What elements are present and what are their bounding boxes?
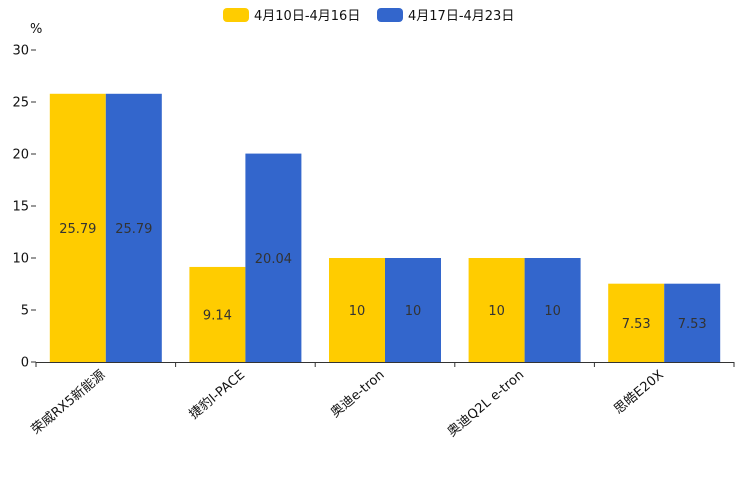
data-label: 10 [488, 304, 505, 319]
data-label: 25.79 [59, 222, 96, 237]
x-tick-label: 奥迪e-tron [328, 368, 387, 421]
y-tick-label: 5 [21, 304, 29, 319]
legend-swatch-2 [377, 8, 403, 22]
y-axis: 0 5 10 15 20 25 30 [12, 44, 36, 371]
data-label: 7.53 [678, 317, 707, 332]
y-tick-label: 10 [12, 252, 29, 267]
legend-swatch-1 [223, 8, 249, 22]
bar-2-4[interactable] [524, 258, 581, 362]
y-tick-label: 15 [12, 200, 29, 215]
x-tick-label: 思皓E20X [611, 368, 666, 418]
data-labels: 25.79 25.79 9.14 20.04 10 10 10 10 7.53 7.53 [59, 222, 706, 332]
data-label: 10 [405, 304, 422, 319]
y-tick-label: 20 [12, 148, 29, 163]
data-label: 20.04 [255, 252, 292, 267]
data-label: 10 [349, 304, 366, 319]
legend: 4月10日-4月16日 4月17日-4月23日 [223, 8, 514, 24]
bar-1-1[interactable] [49, 93, 106, 362]
y-axis-unit-label: % [30, 22, 42, 37]
bars [49, 93, 721, 362]
x-tick-label: 奥迪Q2L e-tron [445, 368, 527, 441]
bar-1-5[interactable] [608, 283, 665, 362]
x-tick-label: 捷豹I-PACE [187, 368, 248, 423]
bar-2-3[interactable] [385, 258, 441, 362]
bar-2-5[interactable] [664, 283, 721, 362]
bar-1-2[interactable] [189, 266, 246, 362]
bar-2-1[interactable] [105, 93, 162, 362]
bar-1-4[interactable] [468, 258, 525, 362]
x-axis: 荣威RX5新能源 捷豹I-PACE 奥迪e-tron 奥迪Q2L e-tron 思皓E2… [28, 362, 735, 441]
bar-1-3[interactable] [329, 258, 385, 362]
y-tick-label: 25 [12, 96, 29, 111]
y-tick-label: 0 [21, 356, 29, 371]
bar-2-2[interactable] [245, 153, 302, 362]
data-label: 9.14 [203, 308, 232, 323]
data-label: 25.79 [115, 222, 152, 237]
data-label: 7.53 [622, 317, 651, 332]
y-tick-label: 30 [12, 44, 29, 59]
data-label: 10 [544, 304, 561, 319]
legend-label-1[interactable]: 4月10日-4月16日 [254, 9, 360, 24]
x-tick-label: 荣威RX5新能源 [28, 367, 108, 438]
legend-label-2[interactable]: 4月17日-4月23日 [408, 9, 514, 24]
